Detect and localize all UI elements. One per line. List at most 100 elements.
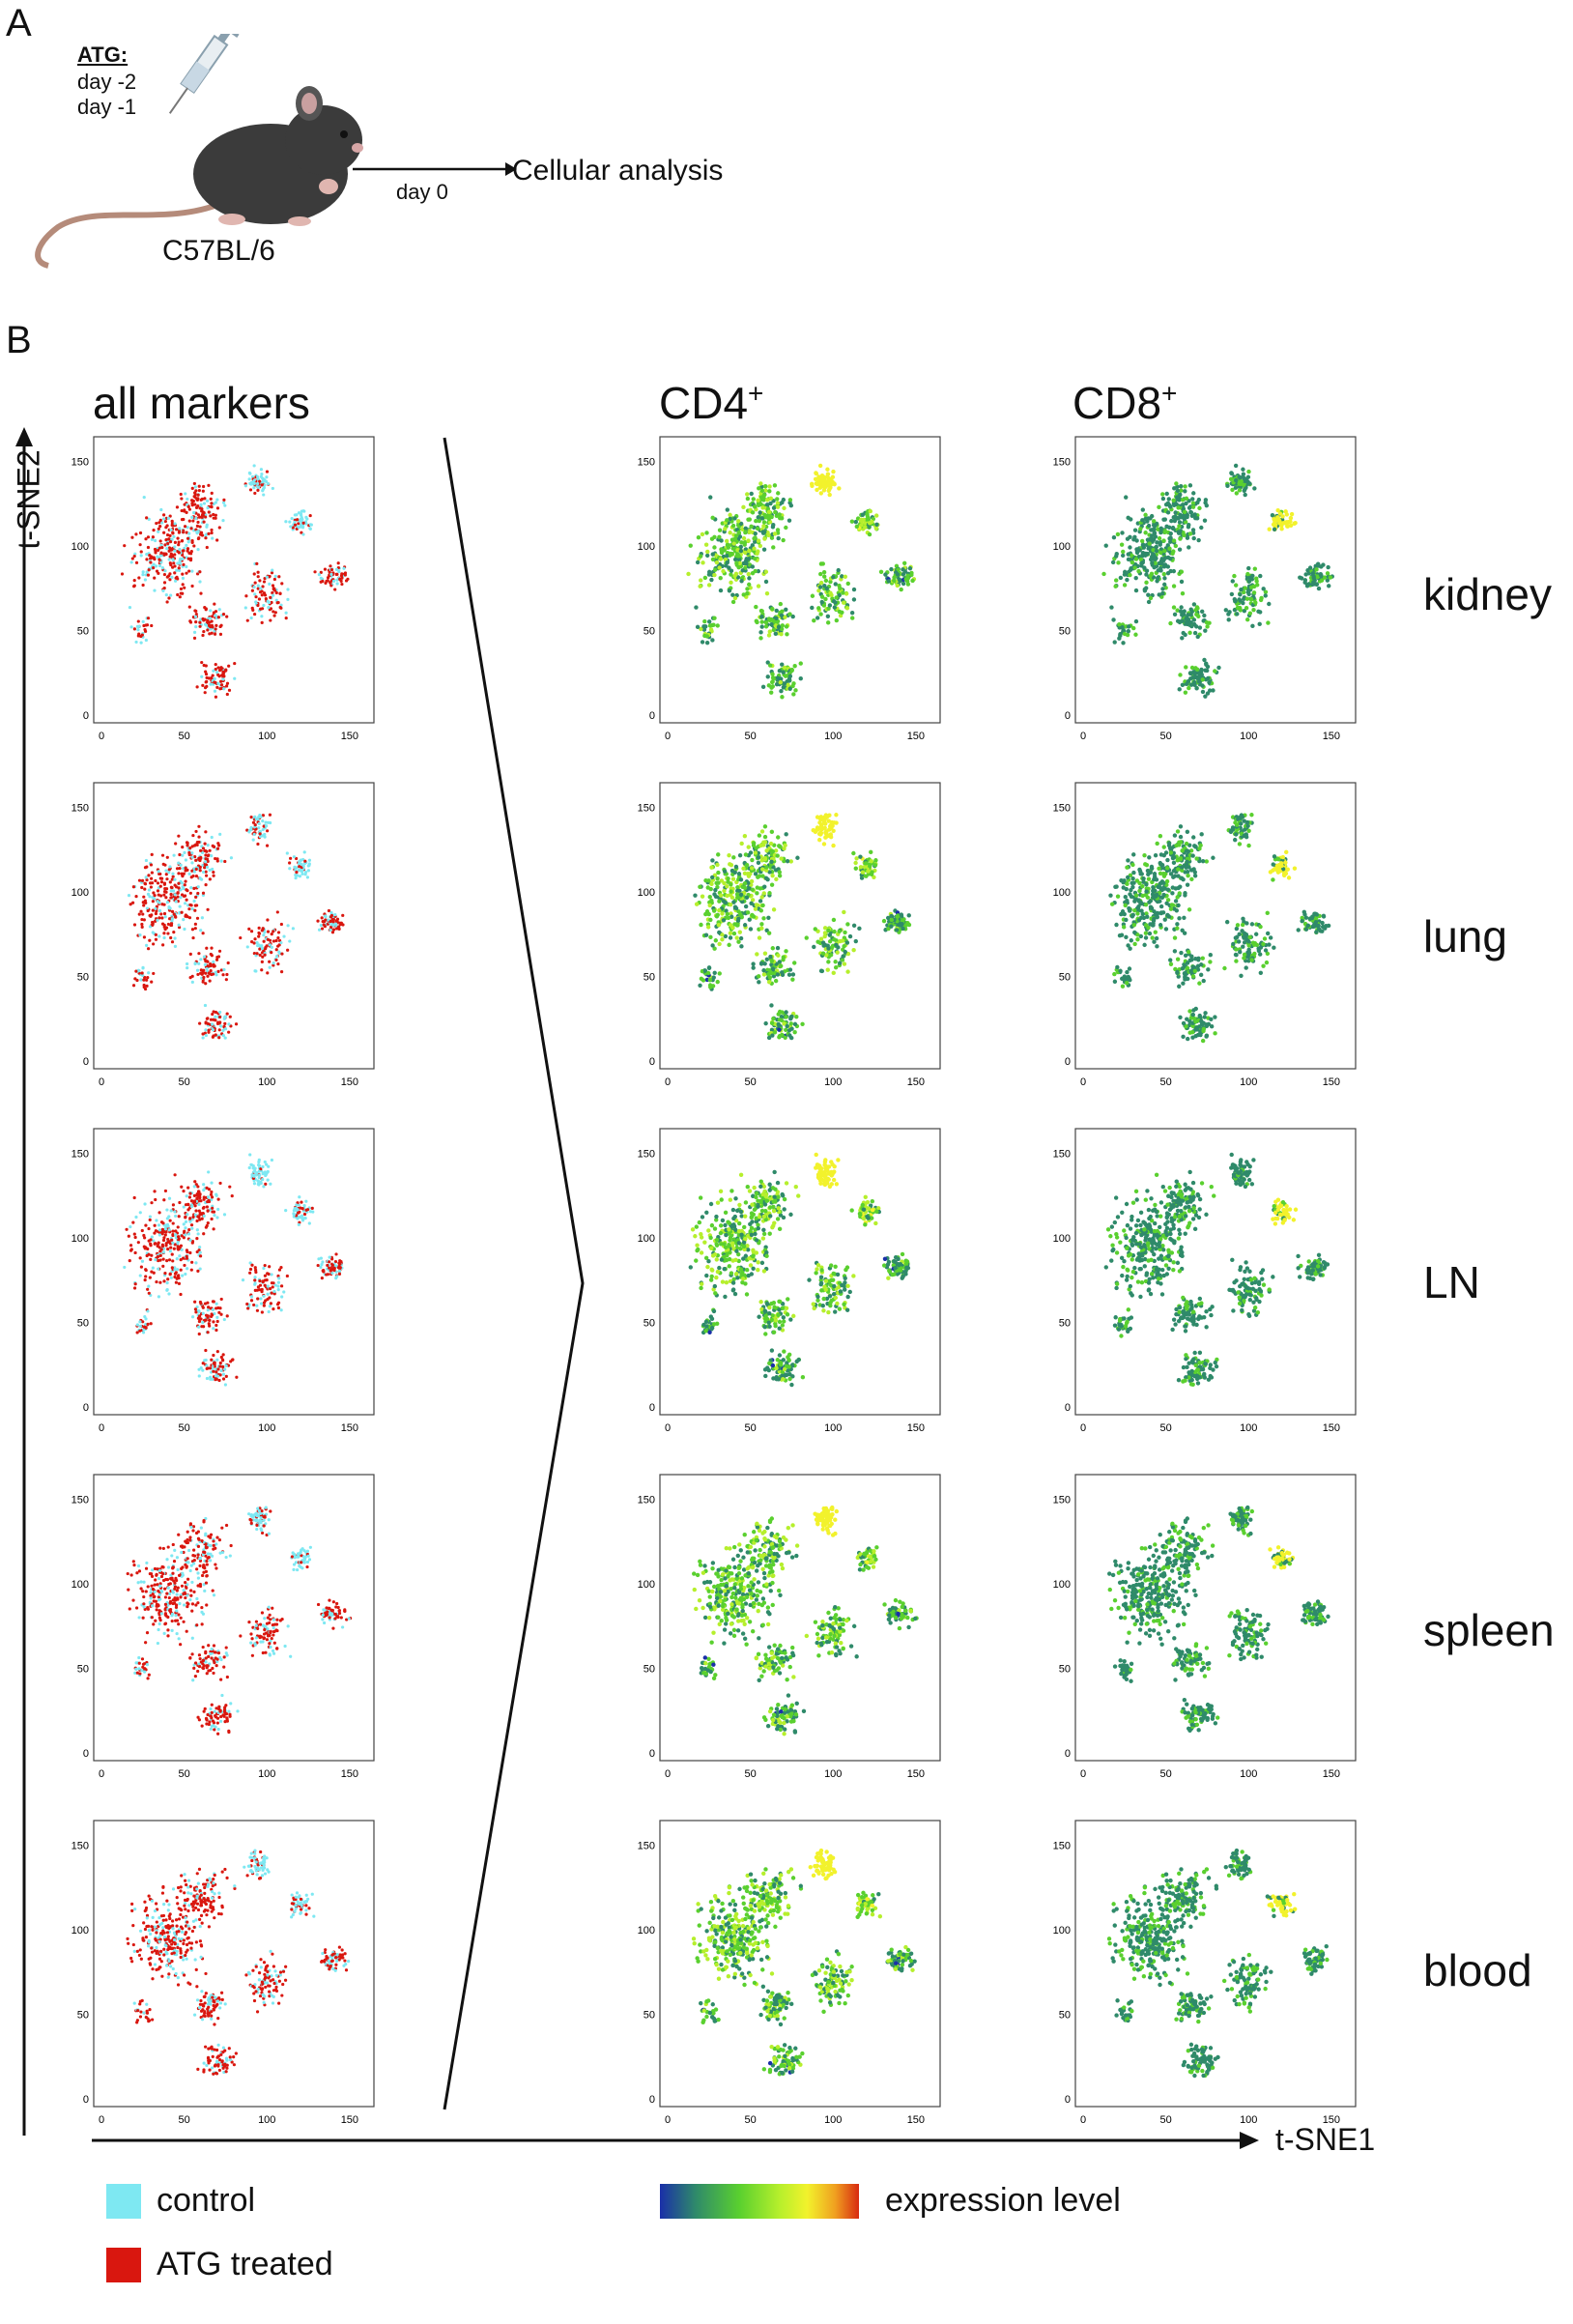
scatter-point — [1192, 679, 1197, 685]
scatter-point — [205, 675, 209, 680]
scatter-point — [198, 580, 202, 584]
scatter-point — [723, 933, 729, 939]
scatter-point — [777, 874, 783, 878]
scatter-points — [1108, 813, 1331, 1044]
scatter-point — [272, 593, 275, 597]
scatter-point — [180, 872, 184, 875]
scatter-point — [1202, 657, 1207, 663]
x-tick-label: 0 — [665, 731, 671, 742]
scatter-point — [149, 560, 153, 564]
scatter-point — [1184, 1023, 1188, 1029]
scatter-point — [1152, 557, 1158, 562]
scatter-point — [1242, 475, 1246, 481]
scatter-point — [173, 545, 177, 549]
scatter-point — [217, 1036, 221, 1040]
scatter-point — [1154, 521, 1159, 527]
scatter-point — [1258, 924, 1263, 930]
scatter-point — [198, 1021, 202, 1025]
scatter-point — [770, 1033, 775, 1038]
scatter-point — [255, 952, 259, 956]
scatter-point — [256, 488, 260, 492]
scatter-point — [142, 978, 146, 982]
x-tick-label: 0 — [1080, 1076, 1086, 1088]
scatter-point — [717, 971, 722, 976]
scatter-point — [218, 832, 222, 836]
scatter-point — [201, 891, 206, 895]
scatter-point — [127, 894, 131, 898]
scatter-point — [768, 954, 773, 960]
scatter-point — [1168, 850, 1174, 855]
scatter-point — [205, 849, 209, 853]
scatter-point — [208, 877, 212, 881]
scatter-point — [196, 493, 200, 497]
scatter-point — [203, 860, 208, 864]
scatter-point — [750, 887, 756, 892]
scatter-point — [1190, 1012, 1196, 1018]
scatter-point — [209, 514, 213, 518]
scatter-point — [140, 878, 145, 882]
scatter-point — [906, 913, 911, 918]
scatter-point — [746, 557, 752, 561]
cellular-analysis-label: Cellular analysis — [512, 155, 724, 186]
scatter-point — [1208, 953, 1213, 958]
scatter-point — [844, 606, 850, 611]
scatter-point — [248, 488, 253, 492]
scatter-point — [342, 566, 346, 570]
scatter-point — [141, 583, 145, 588]
scatter-point — [1319, 578, 1325, 583]
scatter-point — [1112, 640, 1117, 645]
scatter-point — [1199, 832, 1204, 837]
scatter-point — [206, 618, 210, 622]
scatter-point — [217, 1015, 222, 1019]
scatter-point — [329, 919, 333, 923]
y-tick-label: 50 — [77, 626, 89, 638]
scatter-point — [285, 851, 289, 855]
scatter-point — [321, 579, 325, 584]
scatter-point — [1144, 580, 1149, 586]
scatter-point — [1128, 977, 1132, 983]
scatter-point — [212, 845, 216, 848]
scatter-point — [270, 945, 273, 949]
scatter-point — [185, 510, 188, 514]
scatter-point — [1261, 587, 1266, 591]
scatter-point — [1126, 628, 1131, 634]
scatter-point — [145, 943, 149, 948]
scatter-point — [1211, 855, 1216, 860]
scatter-point — [1175, 608, 1180, 613]
scatter-point — [776, 953, 781, 958]
scatter-point — [1115, 894, 1121, 899]
scatter-point — [870, 870, 874, 875]
scatter-point — [1155, 841, 1159, 846]
scatter-point — [203, 691, 207, 695]
scatter-point — [782, 505, 786, 511]
scatter-point — [260, 607, 265, 611]
scatter-point — [162, 890, 167, 894]
scatter-point — [1192, 968, 1197, 974]
scatter-point — [183, 902, 187, 905]
scatter-point — [1156, 568, 1160, 573]
scatter-point — [1147, 900, 1152, 904]
scatter-point — [722, 548, 727, 553]
plot-frame — [1074, 436, 1357, 724]
scatter-point — [210, 954, 214, 958]
scatter-point — [741, 535, 747, 541]
scatter-point — [252, 585, 256, 589]
scatter-point — [1189, 682, 1194, 687]
scatter-point — [736, 530, 741, 535]
scatter-point — [1142, 942, 1147, 948]
scatter-point — [1183, 953, 1188, 959]
scatter-point — [215, 859, 219, 863]
scatter-point — [190, 851, 194, 855]
scatter-point — [708, 627, 714, 632]
scatter-point — [1246, 469, 1251, 474]
scatter-point — [192, 636, 197, 640]
scatter-point — [271, 568, 274, 572]
scatter-point — [204, 982, 208, 986]
scatter-point — [317, 928, 322, 932]
scatter-point — [204, 857, 208, 861]
scatter-point — [261, 819, 265, 823]
scatter-point — [770, 675, 776, 680]
scatter-point — [1241, 482, 1246, 488]
scatter-point — [333, 912, 337, 917]
scatter-point — [1144, 882, 1149, 887]
